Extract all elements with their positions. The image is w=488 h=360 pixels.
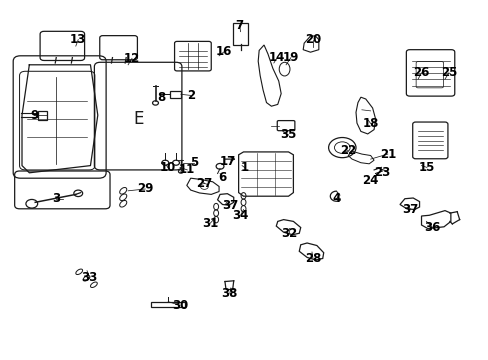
Text: 6: 6 <box>218 171 226 184</box>
Text: 5: 5 <box>190 156 198 169</box>
Text: 14: 14 <box>268 51 285 64</box>
Text: 7: 7 <box>235 19 243 32</box>
Text: 30: 30 <box>171 299 188 312</box>
Text: 38: 38 <box>221 287 238 300</box>
Text: 12: 12 <box>123 52 140 65</box>
Text: 9: 9 <box>30 109 38 122</box>
Text: 1: 1 <box>240 161 248 174</box>
Text: 25: 25 <box>440 66 456 79</box>
Text: 24: 24 <box>362 174 378 187</box>
Text: 31: 31 <box>202 217 218 230</box>
Text: 18: 18 <box>362 117 378 130</box>
Text: 23: 23 <box>373 166 390 179</box>
Text: 36: 36 <box>424 221 440 234</box>
Text: 26: 26 <box>412 66 429 79</box>
Text: 17: 17 <box>219 155 236 168</box>
Text: 22: 22 <box>339 144 356 157</box>
Text: 11: 11 <box>179 163 195 176</box>
Text: 27: 27 <box>196 177 212 190</box>
Text: 28: 28 <box>304 252 321 265</box>
Text: 15: 15 <box>418 161 434 174</box>
Text: 32: 32 <box>281 227 297 240</box>
Text: 8: 8 <box>157 91 165 104</box>
Text: 13: 13 <box>70 33 86 46</box>
Text: 16: 16 <box>215 45 232 58</box>
Text: 37: 37 <box>402 203 418 216</box>
Text: 34: 34 <box>232 209 248 222</box>
Text: E: E <box>133 110 143 128</box>
Text: 3: 3 <box>52 192 60 205</box>
Text: 21: 21 <box>379 148 395 161</box>
Text: 37: 37 <box>221 199 238 212</box>
Text: 4: 4 <box>332 192 340 205</box>
Text: 33: 33 <box>81 271 98 284</box>
Text: 19: 19 <box>282 51 299 64</box>
Text: 20: 20 <box>304 33 321 46</box>
Text: 35: 35 <box>280 129 296 141</box>
Text: 10: 10 <box>159 161 176 174</box>
Text: 29: 29 <box>137 183 153 195</box>
Text: 2: 2 <box>186 89 194 102</box>
